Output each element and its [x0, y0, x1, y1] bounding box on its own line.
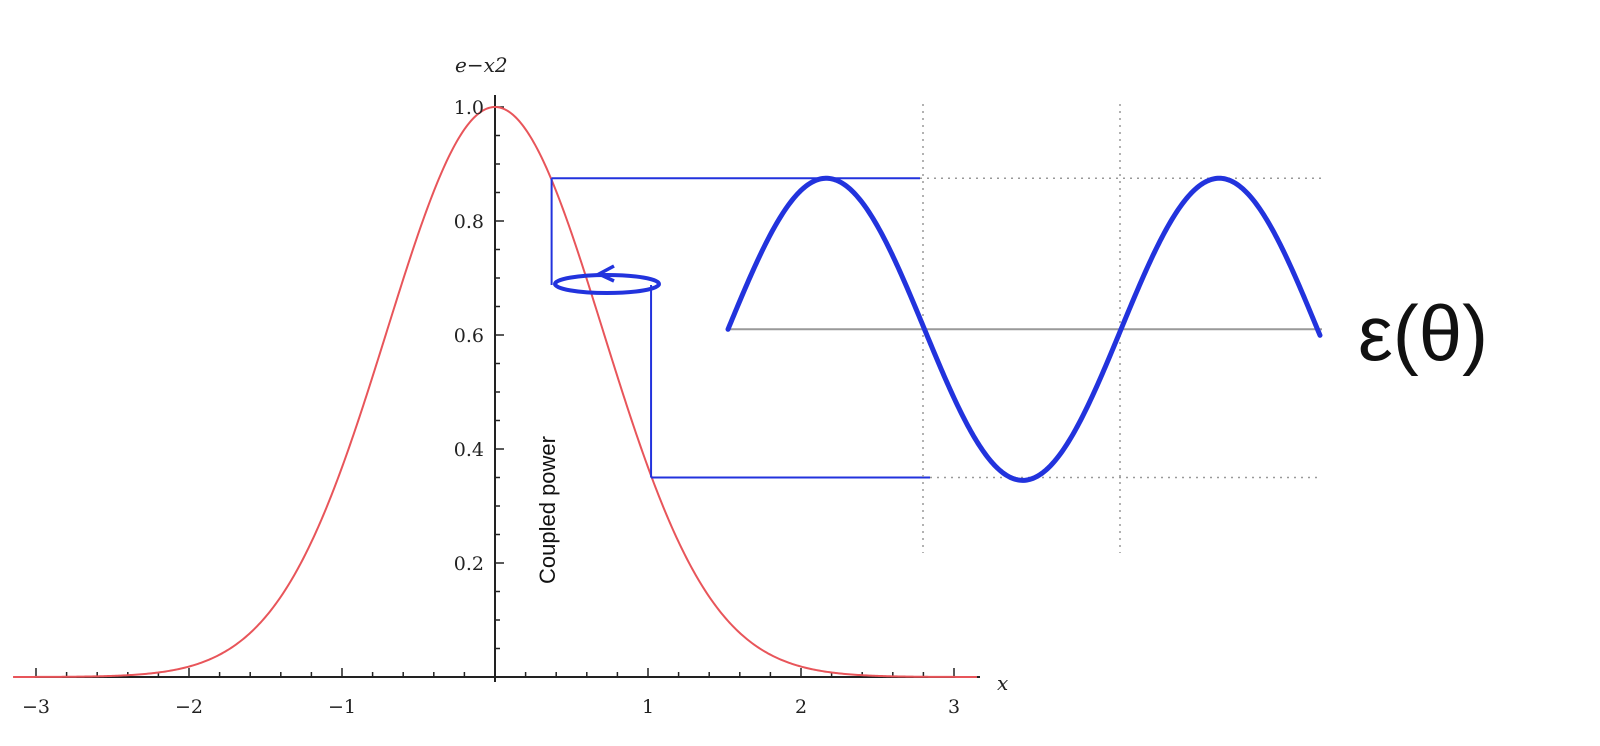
x-tick-label: −3 — [22, 696, 50, 718]
sine-wave — [725, 175, 1323, 483]
gaussian-curve — [13, 105, 977, 678]
x-axis-label: x — [997, 671, 1008, 695]
function-label: e−x2 — [455, 53, 508, 77]
y-tick-label: 0.2 — [454, 553, 484, 575]
function-label-text: e−x2 — [455, 53, 508, 77]
coupled-power-label: Coupled power — [535, 436, 560, 584]
y-tick-label: 0.4 — [454, 439, 484, 461]
guide-lines — [550, 177, 930, 479]
x-tick-label: 3 — [948, 696, 960, 718]
y-tick-label: 0.6 — [454, 325, 484, 347]
rotation-arrowhead — [595, 264, 615, 283]
x-tick-label: −1 — [328, 696, 356, 718]
epsilon-theta-label: ε(θ) — [1358, 289, 1488, 377]
x-tick-label: 2 — [795, 696, 807, 718]
y-tick-label: 0.8 — [454, 211, 484, 233]
tick-labels: −3 −2 −1 1 2 3 0.2 0.4 0.6 0.8 1.0 — [22, 97, 960, 718]
rotation-ellipse — [553, 273, 661, 295]
y-tick-label: 1.0 — [454, 97, 484, 119]
axes — [15, 95, 980, 682]
x-tick-label: −2 — [175, 696, 203, 718]
x-tick-label: 1 — [642, 696, 654, 718]
